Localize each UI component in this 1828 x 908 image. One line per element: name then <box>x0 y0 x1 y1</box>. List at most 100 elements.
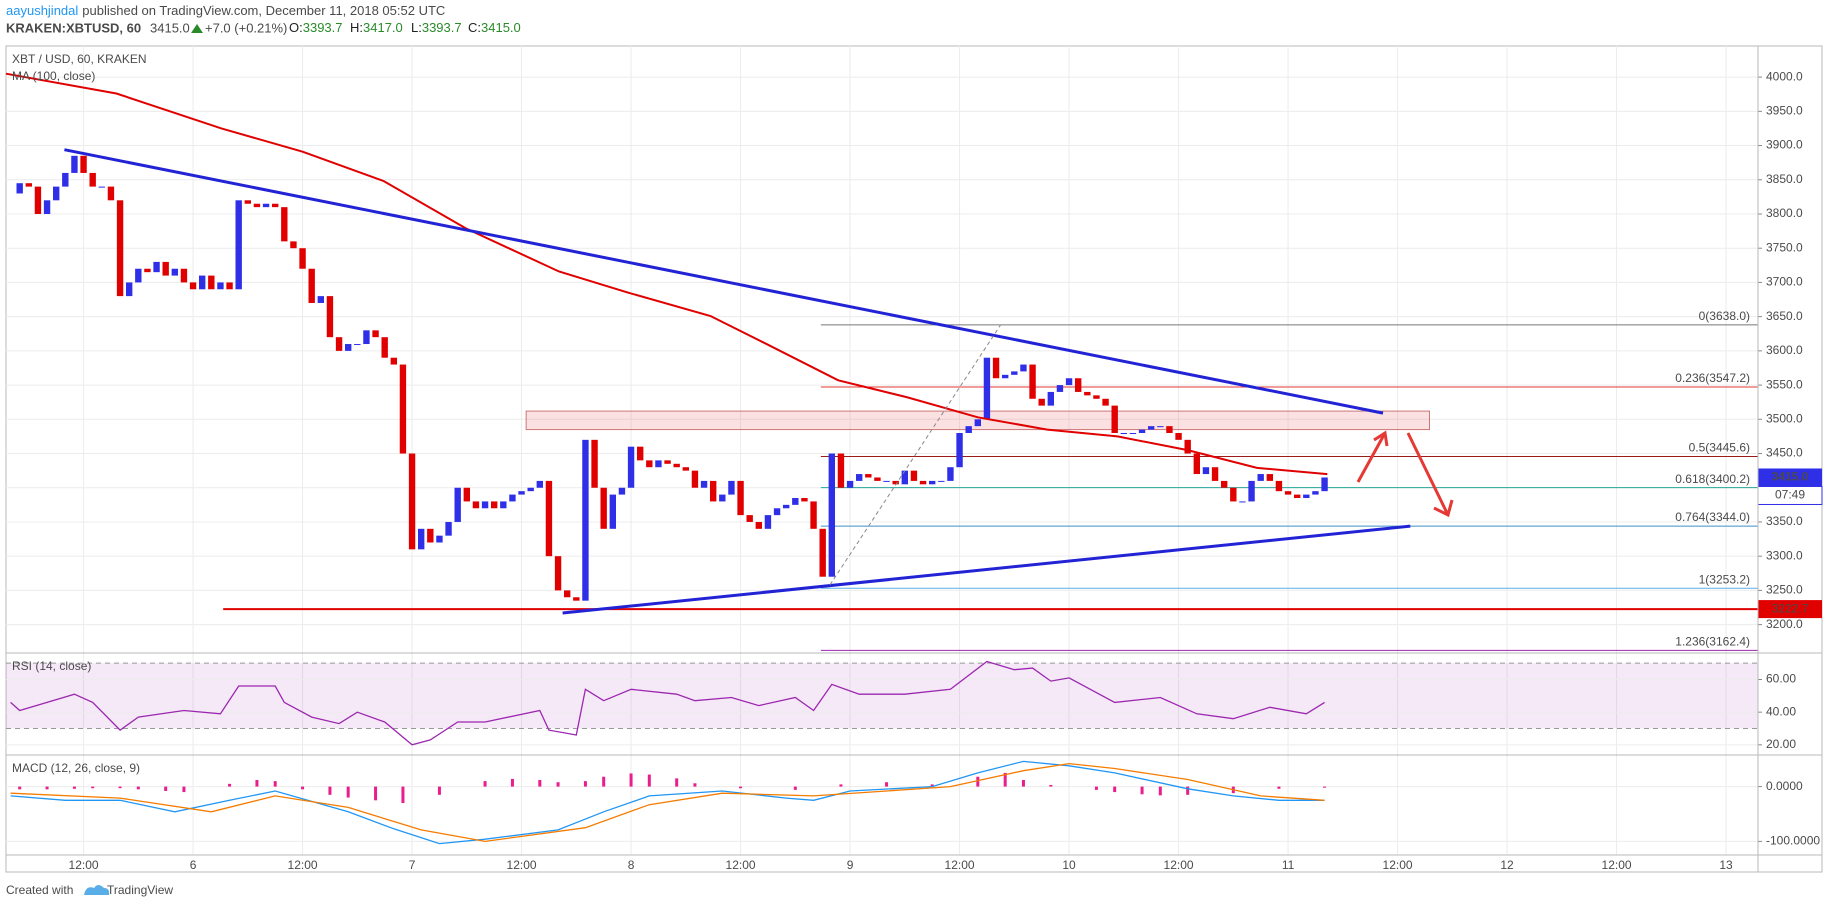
candle <box>947 467 954 481</box>
ohlc-key: C: <box>468 20 481 35</box>
candle <box>755 521 763 529</box>
candle <box>89 172 96 187</box>
candle <box>509 494 516 502</box>
price-badge-label: 3415.0 <box>1772 470 1809 484</box>
support-badge <box>1758 600 1822 619</box>
candle <box>454 487 461 522</box>
header-line: aayushjindal published on TradingView.com… <box>6 3 445 18</box>
footer-text: Created with <box>6 883 73 897</box>
candle <box>910 470 918 481</box>
x-tick-label: 12:00 <box>1602 858 1632 872</box>
candle <box>381 337 388 358</box>
candle <box>892 480 899 485</box>
candle <box>180 268 188 283</box>
candle <box>116 200 124 297</box>
x-tick-label: 10 <box>1062 858 1076 872</box>
candle <box>828 453 836 577</box>
histogram-bar <box>693 783 697 787</box>
footer-brand[interactable]: TradingView <box>107 883 173 897</box>
x-tick-label: 9 <box>847 858 854 872</box>
candle <box>865 474 872 478</box>
candle <box>71 155 78 173</box>
candle <box>983 357 991 420</box>
histogram-bar <box>647 774 651 787</box>
y-tick-label: 0.0000 <box>1766 779 1803 793</box>
candle <box>1074 378 1082 392</box>
candle <box>545 480 553 557</box>
candle <box>481 501 489 509</box>
histogram-bar <box>91 786 95 789</box>
candle <box>664 460 671 464</box>
histogram-bar <box>602 776 606 787</box>
histogram-bar <box>1049 784 1053 787</box>
candle <box>1184 439 1191 454</box>
histogram-bar <box>675 778 679 787</box>
histogram-bar <box>1140 786 1144 795</box>
ohlc-value: 3393.7 <box>303 20 343 35</box>
pane-title: RSI (14, close) <box>12 659 91 673</box>
histogram-bar <box>1003 772 1007 787</box>
candle <box>16 183 23 194</box>
x-tick-label: 12:00 <box>507 858 537 872</box>
histogram-bar <box>118 786 122 789</box>
x-tick-label: 12:00 <box>945 858 975 872</box>
candle <box>782 504 790 509</box>
fib-label: 0(3638.0) <box>1699 309 1750 323</box>
x-tick-label: 7 <box>409 858 416 872</box>
histogram-bar <box>401 786 405 804</box>
candle <box>1257 474 1264 481</box>
candle <box>837 453 845 488</box>
candle <box>1248 480 1255 502</box>
author[interactable]: aayushjindal <box>6 3 78 18</box>
arrow-head <box>1373 430 1389 447</box>
y-tick-label: 3300.0 <box>1766 548 1803 562</box>
candle <box>919 480 927 485</box>
candle <box>609 494 617 529</box>
y-tick-label: 3500.0 <box>1766 411 1803 425</box>
histogram-bar <box>136 786 140 790</box>
histogram-bar <box>510 778 514 787</box>
candle <box>98 186 106 188</box>
x-tick-label: 11 <box>1282 858 1295 872</box>
candle <box>189 282 197 290</box>
histogram-bar <box>1186 786 1190 795</box>
candle <box>80 155 87 173</box>
ohlc: O:3393.7 <box>289 20 343 35</box>
y-tick-label: 3850.0 <box>1766 172 1803 186</box>
candle <box>901 470 909 485</box>
pane-title: MACD (12, 26, close, 9) <box>12 761 140 775</box>
x-tick-label: 12:00 <box>288 858 318 872</box>
y-tick-label: 3350.0 <box>1766 514 1803 528</box>
candle <box>1266 474 1274 481</box>
histogram-bar <box>483 781 487 787</box>
candle <box>1020 364 1027 372</box>
candle <box>1120 432 1128 434</box>
candle <box>1047 391 1055 406</box>
fib-label: 0.618(3400.2) <box>1675 472 1750 486</box>
candle <box>217 282 224 290</box>
candle <box>974 419 982 427</box>
candle <box>472 501 480 509</box>
histogram-bar <box>72 786 76 789</box>
candle <box>463 487 471 502</box>
candle <box>1102 398 1109 406</box>
ohlc: L:3393.7 <box>411 20 462 35</box>
candle <box>819 528 826 577</box>
candle <box>1321 477 1328 492</box>
candle <box>655 460 662 468</box>
support-badge-label: 3222.7 <box>1772 601 1809 615</box>
candle <box>1065 378 1073 386</box>
candle <box>1303 494 1310 499</box>
y-tick-label: 3800.0 <box>1766 206 1803 220</box>
candle <box>1193 453 1201 475</box>
candle <box>363 330 370 345</box>
up-arrow <box>191 24 203 33</box>
candle <box>1056 385 1064 392</box>
candle <box>500 501 507 509</box>
candle <box>965 426 972 433</box>
candle <box>1111 405 1118 433</box>
candle <box>153 261 160 273</box>
price-badge <box>1758 468 1822 487</box>
candle <box>436 535 443 543</box>
